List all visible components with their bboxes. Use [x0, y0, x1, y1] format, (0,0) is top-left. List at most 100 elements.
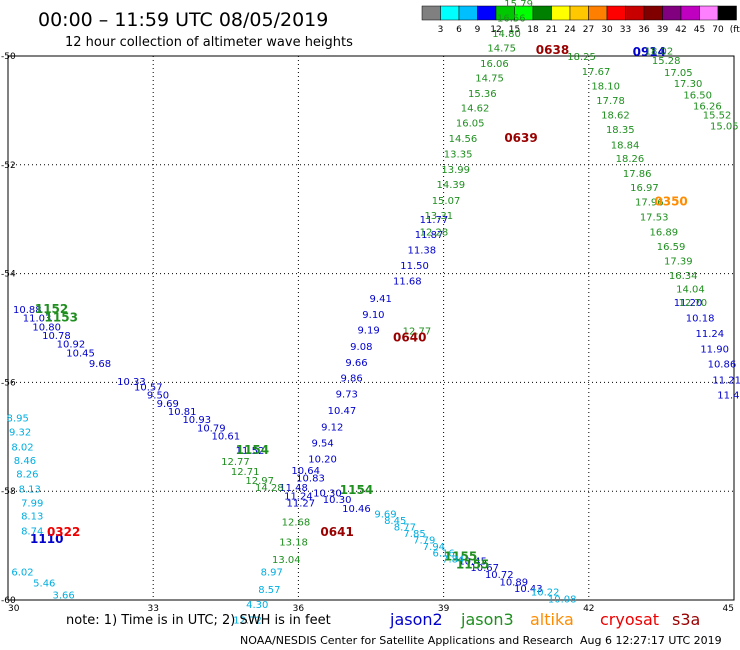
colorbar-label: 6 [456, 25, 462, 35]
wave-height-value: 18.62 [601, 111, 630, 122]
wave-height-value: 11.38 [407, 245, 436, 256]
colorbar-swatch [532, 5, 552, 21]
wave-height-value: 10.61 [211, 432, 240, 443]
satellite-legend-cryosat: cryosat [600, 610, 659, 629]
wave-height-value: 11.52 [236, 446, 265, 457]
wave-height-value: 14.04 [676, 285, 705, 296]
wave-height-value: 9.12 [321, 422, 343, 433]
wave-height-value: 9.10 [362, 310, 384, 321]
wave-height-value: 11.87 [415, 230, 444, 241]
wave-height-value: 10.81 [168, 407, 197, 418]
wave-height-value: 7.99 [21, 498, 43, 509]
wave-height-value: 8.95 [7, 414, 29, 425]
wave-height-value: 9.41 [370, 294, 392, 305]
colorbar-swatch [606, 5, 626, 21]
wave-height-value: 14.56 [449, 134, 478, 145]
wave-height-value: 13.18 [279, 538, 308, 549]
colorbar-label: 70 [712, 25, 724, 35]
pass-time-label: 0639 [504, 131, 537, 145]
wave-height-value: 10.57 [134, 383, 163, 394]
wave-height-value: 15.28 [652, 56, 681, 67]
wave-height-value: 17.67 [582, 67, 611, 78]
chart-title: 00:00 – 11:59 UTC 08/05/2019 [38, 9, 328, 31]
colorbar-label: 42 [675, 25, 686, 35]
wave-height-value: 17.05 [664, 68, 693, 79]
y-tick-label: -50 [1, 52, 16, 62]
satellite-legend-jason3: jason3 [460, 610, 514, 629]
colorbar-label: (ft) [730, 25, 740, 35]
wave-height-value: 18.10 [591, 82, 620, 93]
x-tick-label: 36 [293, 604, 305, 614]
wave-height-value: 15.52 [703, 111, 732, 122]
wave-height-value: 16.34 [669, 271, 698, 282]
wave-height-value: 8.77 [394, 522, 416, 533]
wave-height-value: 10.20 [308, 454, 337, 465]
wave-height-value: 11.03 [23, 313, 52, 324]
colorbar-label: 24 [564, 25, 576, 35]
colorbar-label: 21 [546, 25, 557, 35]
wave-height-value: 10.64 [291, 466, 320, 477]
wave-height-value: 10.88 [13, 305, 42, 316]
wave-height-value: 9.68 [89, 359, 111, 370]
wave-height-value: 11.48 [279, 483, 308, 494]
wave-height-value: 12.68 [282, 517, 311, 528]
wave-height-value: 12.28 [420, 228, 449, 239]
y-tick-label: -58 [1, 487, 16, 497]
y-tick-label: -52 [1, 161, 16, 171]
wave-height-value: 9.19 [357, 325, 379, 336]
colorbar-label: 39 [657, 25, 669, 35]
wave-height-value: 15.36 [468, 89, 497, 100]
wave-height-value: 14.75 [475, 74, 504, 85]
wave-height-value: 16.97 [630, 183, 659, 194]
wave-height-value: 8.26 [16, 470, 38, 481]
wave-height-value: 5.46 [33, 578, 55, 589]
wave-height-value: 10.18 [686, 313, 715, 324]
wave-height-value: 18.35 [606, 125, 635, 136]
colorbar-label: 15 [509, 25, 520, 35]
wave-height-value: 11.77 [420, 215, 449, 226]
wave-height-value: 11.24 [284, 491, 313, 502]
wave-height-value: 18.84 [611, 140, 640, 151]
colorbar-swatch [699, 5, 719, 21]
wave-height-value: 11.90 [700, 344, 729, 355]
wave-height-value: 8.45 [384, 516, 406, 527]
wave-height-value: 10.83 [296, 473, 325, 484]
pass-time-label: 1152 [35, 302, 68, 316]
pass-time-label: 0638 [536, 43, 569, 57]
colorbar-label: 3 [438, 25, 444, 35]
wave-height-value: 10.80 [32, 323, 61, 334]
pass-time-label: 0914 [633, 45, 666, 59]
colorbar-swatch [662, 5, 682, 21]
pass-time-label: 0641 [320, 525, 353, 539]
wave-height-value: 15.07 [432, 196, 461, 207]
wave-height-value: 10.45 [458, 557, 487, 568]
wave-height-value: 10.78 [42, 331, 71, 342]
colorbar-swatch [717, 5, 737, 21]
pass-time-label: 1154 [236, 443, 269, 457]
wave-height-value: 12.72 [233, 615, 262, 626]
wave-height-value: 12.77 [221, 457, 250, 468]
wave-height-value: 9.69 [157, 399, 179, 410]
wave-height-value: 8.13 [19, 484, 41, 495]
wave-height-value: 10.22 [531, 588, 560, 599]
wave-height-value: 14.62 [461, 103, 490, 114]
wave-height-value: 6.16 [432, 548, 454, 559]
wave-height-value: 10.67 [470, 563, 499, 574]
colorbar-swatch [458, 5, 478, 21]
wave-height-value: 7.84 [442, 554, 464, 565]
wave-height-value: 9.50 [147, 391, 169, 402]
y-tick-label: -56 [1, 378, 16, 388]
colorbar-label: 33 [620, 25, 631, 35]
colorbar-swatch [477, 5, 497, 21]
wave-height-value: 9.32 [9, 428, 31, 439]
wave-height-value: 8.97 [261, 568, 283, 579]
wave-height-value: 11.20 [674, 298, 703, 309]
wave-height-value: 12.71 [231, 467, 260, 478]
colorbar-swatch [625, 5, 645, 21]
colorbar-label: 12 [490, 25, 501, 35]
colorbar-swatch [643, 5, 663, 21]
footer-note: note: 1) Time is in UTC; 2) SWH is in fe… [66, 613, 331, 628]
satellite-legend-jason2: jason2 [389, 610, 443, 629]
wave-height-value: 15.05 [710, 121, 739, 132]
